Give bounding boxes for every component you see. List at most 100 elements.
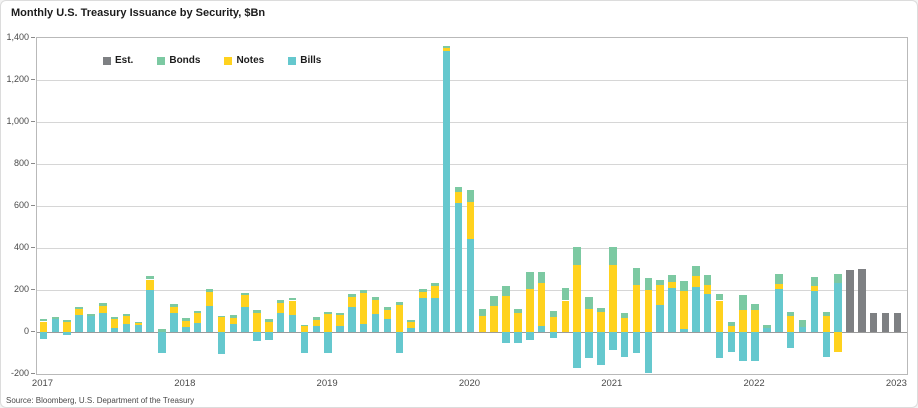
bar-segment-bills: [359, 324, 368, 332]
bar-segment-notes: [822, 316, 830, 332]
bar-segment-bills: [585, 332, 593, 359]
bar-segment-bonds: [715, 294, 724, 301]
bar-segment-bills: [739, 332, 747, 362]
bar-segment-bills: [348, 306, 356, 332]
x-axis-year-label: 2018: [174, 378, 196, 389]
bar-segment-notes: [632, 284, 641, 332]
bar-segment-notes: [359, 292, 368, 325]
legend-swatch-icon: [157, 56, 166, 65]
bar-segment-bills: [514, 332, 522, 343]
chart-legend: Est. Bonds Notes Bills: [103, 55, 321, 66]
bar-segment-bills: [727, 332, 736, 352]
bar-segment-bonds: [502, 285, 510, 297]
bar-segment-bills: [312, 326, 321, 332]
bar-segment-bills: [241, 306, 249, 332]
bar-segment-notes: [680, 290, 688, 330]
bar-segment-bonds: [680, 280, 688, 291]
bar-segment-notes: [775, 284, 783, 289]
bar-segment-bills: [51, 319, 60, 332]
bar-segment-bonds: [775, 273, 783, 285]
bar-segment-bills: [620, 332, 629, 358]
bar-segment-bills: [502, 332, 510, 343]
y-axis-label: 800: [13, 158, 29, 168]
y-axis-tick: [31, 373, 35, 374]
bar-segment-est: [858, 269, 866, 332]
bar-segment-notes: [751, 309, 759, 332]
bar-segment-notes: [407, 322, 415, 329]
bar-segment-notes: [656, 284, 664, 305]
bar-segment-notes: [834, 332, 842, 352]
bar-segment-notes: [229, 317, 237, 325]
bar-segment-bills: [431, 298, 439, 332]
y-axis-tick: [31, 163, 35, 164]
bar-segment-bonds: [431, 282, 439, 286]
bar-segment-bills: [99, 313, 107, 332]
bar-segment-bonds: [727, 321, 736, 326]
bar-segment-bills: [466, 238, 475, 332]
bar-segment-notes: [324, 314, 332, 332]
bar-segment-notes: [134, 322, 143, 325]
bar-segment-notes: [526, 288, 534, 332]
bar-segment-bills: [442, 50, 451, 332]
bar-segment-notes: [300, 325, 309, 332]
legend-label: Est.: [115, 55, 134, 66]
bar-segment-notes: [609, 264, 617, 332]
bar-segment-est: [893, 313, 902, 332]
bar-segment-notes: [182, 320, 190, 327]
bar-segment-notes: [431, 285, 439, 299]
bar-segment-bonds: [454, 186, 463, 192]
bar-segment-bills: [158, 332, 166, 353]
bar-segment-notes: [371, 299, 380, 315]
bar-segment-bonds: [63, 320, 71, 322]
bar-segment-bonds: [122, 313, 131, 317]
legend-item-bills: Bills: [288, 55, 321, 66]
x-axis-year-label: 2023: [885, 378, 907, 389]
bar-segment-bonds: [786, 312, 795, 317]
bar-segment-bonds: [834, 273, 842, 283]
bar-segment-bonds: [312, 317, 321, 321]
bar-segment-bills: [122, 323, 131, 332]
bar-segment-bills: [632, 332, 641, 353]
bar-segment-bonds: [193, 311, 202, 314]
bar-segment-notes: [514, 312, 522, 332]
bar-segment-bonds: [265, 318, 273, 322]
x-axis-year-label: 2020: [458, 378, 481, 389]
bar-segment-bills: [146, 290, 154, 332]
gridline: [37, 121, 907, 123]
bar-segment-notes: [265, 321, 273, 332]
bar-segment-bonds: [656, 279, 664, 285]
bar-segment-bonds: [134, 321, 143, 323]
bar-segment-notes: [810, 285, 819, 292]
bar-segment-bonds: [597, 307, 605, 313]
y-axis-tick: [31, 79, 35, 80]
bar-segment-bonds: [395, 302, 404, 305]
bar-segment-bonds: [288, 297, 297, 301]
bar-segment-bills: [193, 322, 202, 332]
bar-segment-bonds: [241, 293, 249, 296]
y-axis-label: 200: [13, 284, 29, 294]
legend-label: Notes: [236, 55, 265, 66]
bar-segment-notes: [383, 310, 392, 320]
bar-segment-notes: [75, 308, 83, 315]
y-axis-tick: [31, 331, 35, 332]
bar-segment-bonds: [822, 312, 830, 317]
bar-segment-notes: [644, 290, 653, 332]
bar-segment-notes: [573, 264, 581, 332]
bar-segment-notes: [110, 318, 119, 328]
y-axis-tick: [31, 289, 35, 290]
bar-segment-notes: [276, 302, 285, 314]
legend-swatch-icon: [288, 56, 297, 65]
y-axis-label: 0: [23, 326, 29, 336]
bar-segment-bills: [549, 332, 558, 338]
bar-segment-bonds: [692, 265, 700, 277]
bar-segment-notes: [170, 306, 178, 314]
y-axis-label: 1,000: [6, 116, 29, 126]
bar-segment-notes: [419, 291, 427, 299]
bar-segment-bonds: [632, 267, 641, 285]
legend-item-bonds: Bonds: [157, 55, 200, 66]
bar-segment-bills: [110, 327, 119, 332]
bar-segment-bills: [668, 287, 676, 332]
bar-segment-notes: [585, 308, 593, 332]
bar-segment-bills: [324, 332, 332, 353]
bar-segment-notes: [99, 305, 107, 314]
